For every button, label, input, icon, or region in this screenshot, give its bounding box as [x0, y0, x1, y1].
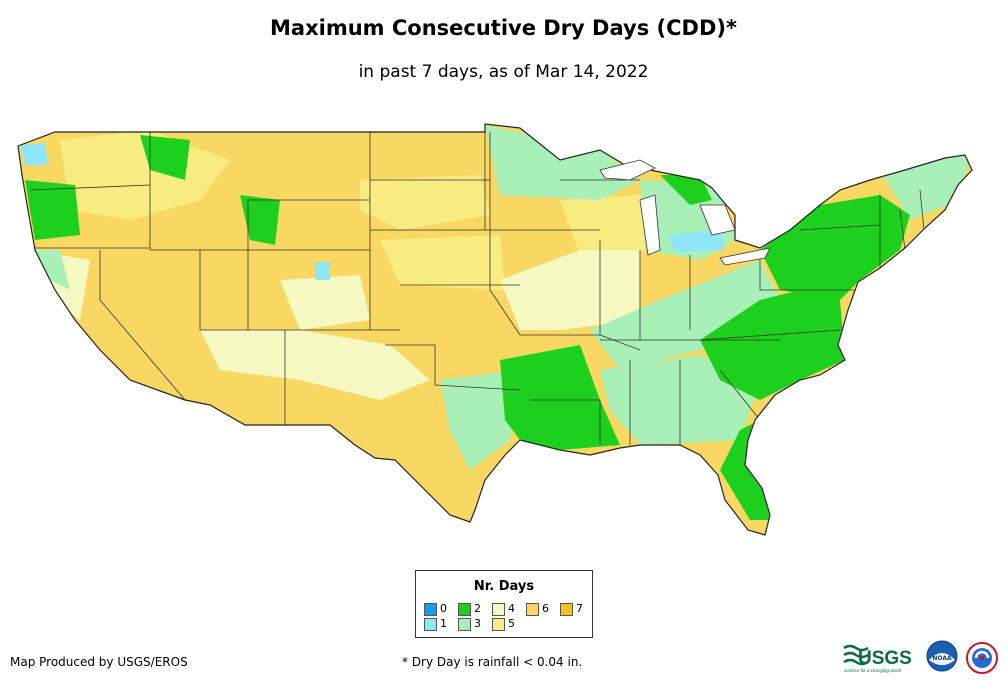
- legend-label-0: 0: [440, 602, 447, 615]
- usgs-wordmark: USGS: [858, 648, 912, 669]
- legend-swatch-3: [458, 618, 471, 631]
- lake-erie: [719, 247, 771, 266]
- legend: Nr. Days 0 1 2 3 4 5 6 7: [415, 570, 593, 638]
- legend-swatch-7: [560, 603, 573, 616]
- legend-swatch-4: [492, 603, 505, 616]
- usgs-logo: USGS science for a changing world: [843, 644, 912, 673]
- map-subtitle: in past 7 days, as of Mar 14, 2022: [358, 62, 649, 82]
- noaa-logo: NOAA: [926, 640, 958, 672]
- legend-label-3: 3: [474, 617, 481, 630]
- dry-day-footnote: * Dry Day is rainfall < 0.04 in.: [402, 655, 583, 669]
- legend-label-1: 1: [440, 617, 447, 630]
- legend-label-2: 2: [474, 602, 481, 615]
- state-boundaries: [29, 132, 926, 445]
- legend-swatch-6: [526, 603, 539, 616]
- us-dry-days-map: [17, 123, 973, 536]
- agency-logos: USGS science for a changing world NOAA: [843, 640, 998, 674]
- legend-swatch-2: [458, 603, 471, 616]
- legend-title: Nr. Days: [473, 579, 535, 594]
- legend-label-7: 7: [576, 602, 583, 615]
- dry-days-fill: [18, 124, 972, 535]
- legend-swatch-0: [424, 603, 437, 616]
- legend-label-5: 5: [508, 617, 515, 630]
- lake-michigan: [639, 194, 661, 256]
- legend-swatch-1: [424, 618, 437, 631]
- lake-superior: [599, 159, 656, 181]
- usgs-tagline: science for a changing world: [844, 668, 902, 673]
- legend-label-4: 4: [508, 602, 515, 615]
- map-title: Maximum Consecutive Dry Days (CDD)*: [270, 16, 737, 40]
- weather-service-logo: [966, 642, 998, 674]
- noaa-wordmark: NOAA: [932, 655, 952, 662]
- legend-label-6: 6: [542, 602, 549, 615]
- legend-swatch-5: [492, 618, 505, 631]
- map-credit: Map Produced by USGS/EROS: [10, 655, 188, 669]
- lake-huron: [699, 204, 736, 236]
